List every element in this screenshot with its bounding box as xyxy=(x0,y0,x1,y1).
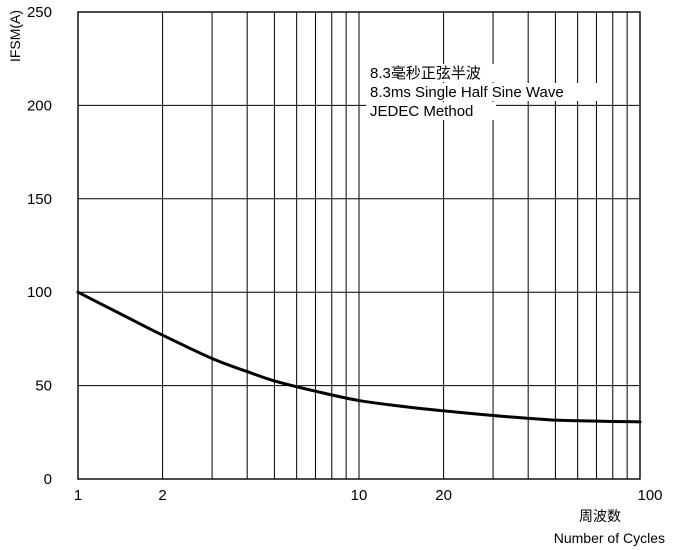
x-tick-label-1: 2 xyxy=(158,487,166,504)
data-curves xyxy=(76,290,642,424)
plot-frame xyxy=(77,11,641,480)
x-tick-label-3: 20 xyxy=(435,487,452,504)
x-tick-labels: 1 2 10 20 100 xyxy=(74,487,663,504)
annotation-bg-2 xyxy=(366,102,496,120)
y-tick-label-5: 250 xyxy=(27,4,52,21)
y-axis-label: IFSM(A) xyxy=(7,10,23,62)
x-tick-label-0: 1 xyxy=(74,487,82,504)
x-axis-label-cn: 周波数 xyxy=(579,508,621,524)
x-axis-label: Number of Cycles xyxy=(554,530,665,546)
annotation-line-0: 8.3毫秒正弦半波 xyxy=(370,64,481,82)
annotation-bg-1 xyxy=(366,83,598,101)
series-line-0 xyxy=(76,290,642,424)
annotation-line-2: JEDEC Method xyxy=(370,103,473,120)
y-tick-label-1: 50 xyxy=(35,378,52,395)
y-tick-labels: 0 50 100 150 200 250 xyxy=(27,4,52,488)
x-tick-label-4: 100 xyxy=(637,487,662,504)
annotation-bg-0 xyxy=(366,64,516,82)
x-tick-label-2: 10 xyxy=(351,487,368,504)
y-tick-label-4: 200 xyxy=(27,97,52,114)
grid xyxy=(77,11,641,480)
y-tick-label-3: 150 xyxy=(27,191,52,208)
y-tick-label-2: 100 xyxy=(27,284,52,301)
y-tick-label-0: 0 xyxy=(44,471,52,488)
annotation-line-1: 8.3ms Single Half Sine Wave xyxy=(370,84,564,101)
annotation-block: 8.3毫秒正弦半波 8.3ms Single Half Sine Wave JEDE… xyxy=(366,64,598,120)
